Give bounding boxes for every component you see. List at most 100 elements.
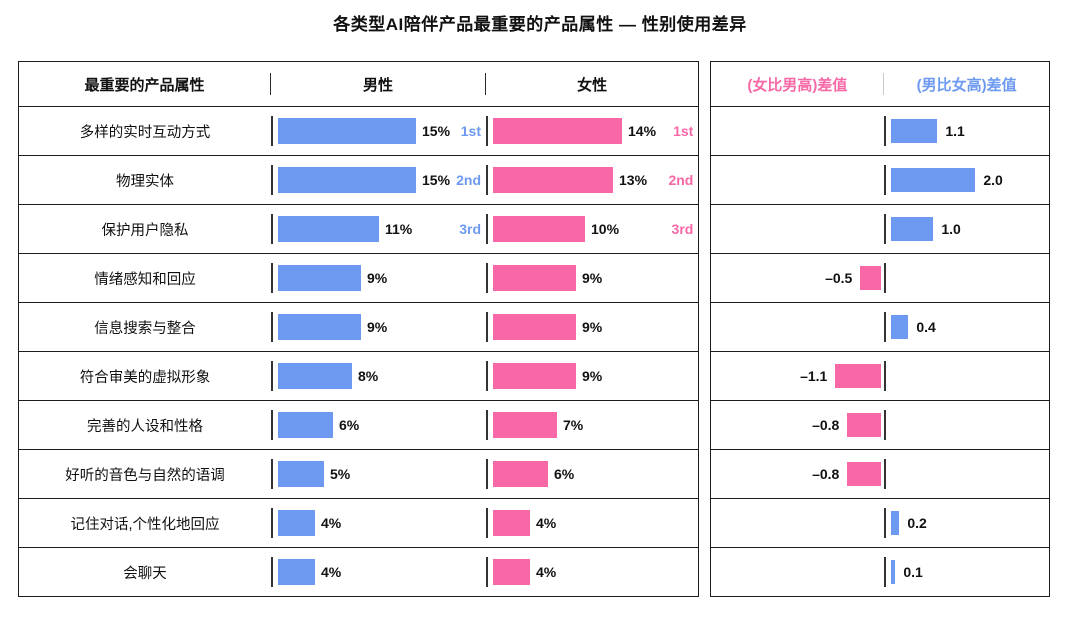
female-bar-cell: 14% 1st (486, 107, 698, 155)
row-attribute-label: 物理实体 (116, 173, 174, 190)
diff-axis-tick (884, 214, 887, 244)
table-row: 情绪感知和回应 9% 9% (19, 253, 699, 302)
diff-positive-zone: 1.0 (886, 205, 1049, 253)
female-bar (493, 167, 613, 193)
table-row: 符合审美的虚拟形象 8% 9% (19, 351, 699, 400)
female-bar-cell: 9% (486, 254, 698, 302)
male-bar-cell: 15% 2nd (271, 156, 486, 204)
axis-tick (486, 312, 488, 342)
axis-tick (486, 116, 488, 146)
female-value-label: 7% (563, 417, 584, 433)
male-value-label: 11% (385, 221, 413, 237)
female-bar-cell: 13% 2nd (486, 156, 698, 204)
diff-value-label: –0.8 (812, 466, 840, 482)
male-bar-cell: 9% (271, 303, 486, 351)
female-value-label: 4% (536, 515, 557, 531)
axis-tick (271, 361, 273, 391)
male-bar (278, 559, 315, 585)
difference-row: –0.8 (711, 449, 1049, 498)
row-attribute-label: 好听的音色与自然的语调 (65, 467, 225, 484)
table-row: 好听的音色与自然的语调 5% 6% (19, 449, 699, 498)
male-rank-label: 1st (460, 123, 481, 139)
female-value-label: 14% (628, 123, 657, 139)
axis-tick (486, 361, 488, 391)
row-attribute-label: 保护用户隐私 (101, 222, 189, 239)
table-row: 物理实体 15% 2nd 13% 2nd (19, 155, 699, 204)
axis-tick (271, 214, 273, 244)
female-bar (493, 559, 530, 585)
difference-row: –1.1 (711, 351, 1049, 400)
male-value-label: 9% (367, 319, 388, 335)
axis-tick (486, 263, 488, 293)
diff-value-label: –1.1 (800, 368, 828, 384)
diff-negative-zone (711, 156, 884, 204)
attribute-table-header: 最重要的产品属性 男性 女性 (19, 62, 698, 106)
female-bar (493, 461, 548, 487)
male-bar-cell: 11% 3rd (271, 205, 486, 253)
male-value-label: 4% (321, 564, 342, 580)
female-diff-bar (835, 364, 882, 388)
diff-positive-zone: 2.0 (886, 156, 1049, 204)
row-attribute-label: 完善的人设和性格 (87, 418, 203, 435)
header-attribute: 最重要的产品属性 (84, 76, 205, 94)
diff-axis-tick (884, 557, 887, 587)
female-rank-label: 3rd (671, 221, 694, 237)
difference-row: 1.0 (711, 204, 1049, 253)
diff-negative-zone: –0.8 (711, 450, 884, 498)
attribute-rows: 多样的实时互动方式 15% 1st 14% 1st 物理实体 15% 2nd 13% 2nd 保护用… (19, 106, 699, 596)
female-bar (493, 510, 530, 536)
diff-positive-zone: 0.4 (886, 303, 1049, 351)
difference-row: 1.1 (711, 106, 1049, 155)
male-bar (278, 461, 324, 487)
axis-tick (271, 557, 273, 587)
diff-value-label: 1.1 (945, 123, 965, 139)
difference-row: –0.5 (711, 253, 1049, 302)
table-row: 会聊天 4% 4% (19, 547, 699, 596)
diff-value-label: 0.4 (916, 319, 936, 335)
female-bar (493, 216, 585, 242)
attribute-table: 最重要的产品属性 男性 女性 多样的实时互动方式 15% 1st 14% 1st 物理实体… (18, 61, 700, 597)
diff-negative-zone: –1.1 (711, 352, 884, 400)
diff-axis-tick (884, 459, 887, 489)
female-bar (493, 314, 576, 340)
female-bar-cell: 10% 3rd (486, 205, 698, 253)
axis-tick (486, 165, 488, 195)
diff-value-label: 2.0 (983, 172, 1003, 188)
female-diff-bar (860, 266, 882, 290)
axis-tick (486, 508, 488, 538)
diff-axis-tick (884, 312, 887, 342)
diff-axis-tick (884, 361, 887, 391)
table-row: 多样的实时互动方式 15% 1st 14% 1st (19, 106, 699, 155)
diff-negative-zone (711, 499, 884, 547)
diff-axis-tick (884, 116, 887, 146)
axis-tick (486, 214, 488, 244)
axis-tick (271, 410, 273, 440)
male-bar-cell: 8% (271, 352, 486, 400)
header-divider (883, 73, 885, 95)
male-bar (278, 412, 333, 438)
diff-negative-zone (711, 107, 884, 155)
header-female: 女性 (577, 76, 608, 94)
male-bar (278, 118, 416, 144)
diff-negative-zone (711, 303, 884, 351)
male-bar-cell: 4% (271, 499, 486, 547)
male-bar (278, 265, 361, 291)
axis-tick (271, 459, 273, 489)
axis-tick (271, 116, 273, 146)
female-bar (493, 265, 576, 291)
female-bar-cell: 4% (486, 548, 698, 596)
axis-tick (271, 508, 273, 538)
header-divider (485, 73, 486, 95)
diff-positive-zone: 0.2 (886, 499, 1049, 547)
diff-axis-tick (884, 263, 887, 293)
diff-value-label: 1.0 (941, 221, 961, 237)
table-row: 信息搜索与整合 9% 9% (19, 302, 699, 351)
female-bar-cell: 7% (486, 401, 698, 449)
male-bar (278, 167, 416, 193)
male-value-label: 15% (422, 123, 451, 139)
diff-negative-zone: –0.8 (711, 401, 884, 449)
male-bar-cell: 15% 1st (271, 107, 486, 155)
female-diff-bar (847, 462, 882, 486)
table-row: 记住对话,个性化地回应 4% 4% (19, 498, 699, 547)
difference-row: 2.0 (711, 155, 1049, 204)
